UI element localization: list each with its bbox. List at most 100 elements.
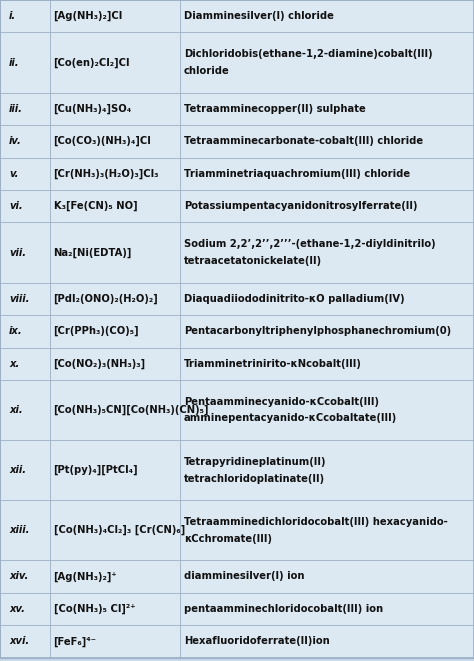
Bar xyxy=(0,223,50,282)
Bar xyxy=(50,93,180,125)
Bar xyxy=(180,380,474,440)
Text: chloride: chloride xyxy=(184,66,230,76)
Bar xyxy=(50,190,180,223)
Text: v.: v. xyxy=(9,169,18,178)
Bar xyxy=(180,223,474,282)
Text: [Ag(NH₃)₂]Cl: [Ag(NH₃)₂]Cl xyxy=(54,11,123,21)
Bar xyxy=(50,593,180,625)
Bar xyxy=(50,348,180,380)
Bar xyxy=(50,0,180,32)
Text: xiv.: xiv. xyxy=(9,572,28,582)
Text: xiii.: xiii. xyxy=(9,525,29,535)
Text: i.: i. xyxy=(9,11,16,21)
Text: [PdI₂(ONO)₂(H₂O)₂]: [PdI₂(ONO)₂(H₂O)₂] xyxy=(54,293,158,304)
Bar xyxy=(0,500,50,561)
Text: Diamminesilver(I) chloride: Diamminesilver(I) chloride xyxy=(184,11,334,21)
Bar xyxy=(50,125,180,157)
Bar xyxy=(180,32,474,93)
Bar xyxy=(50,625,180,658)
Bar xyxy=(0,157,50,190)
Text: xii.: xii. xyxy=(9,465,26,475)
Bar xyxy=(180,625,474,658)
Bar xyxy=(180,593,474,625)
Text: κCchromate(III): κCchromate(III) xyxy=(184,533,272,543)
Bar xyxy=(0,282,50,315)
Bar xyxy=(0,440,50,500)
Bar xyxy=(180,561,474,593)
Text: Hexafluoridoferrate(II)ion: Hexafluoridoferrate(II)ion xyxy=(184,637,329,646)
Bar xyxy=(180,190,474,223)
Text: x.: x. xyxy=(9,359,19,369)
Text: viii.: viii. xyxy=(9,293,29,304)
Text: pentaamminechloridocobalt(III) ion: pentaamminechloridocobalt(III) ion xyxy=(184,604,383,614)
Bar xyxy=(0,315,50,348)
Bar xyxy=(50,32,180,93)
Bar xyxy=(180,93,474,125)
Bar xyxy=(180,348,474,380)
Bar xyxy=(180,500,474,561)
Text: tetrachloridoplatinate(II): tetrachloridoplatinate(II) xyxy=(184,473,325,484)
Bar xyxy=(180,125,474,157)
Text: K₃[Fe(CN)₅ NO]: K₃[Fe(CN)₅ NO] xyxy=(54,201,137,212)
Text: iv.: iv. xyxy=(9,136,22,146)
Bar xyxy=(0,190,50,223)
Text: Tetraamminedichloridocobalt(III) hexacyanido-: Tetraamminedichloridocobalt(III) hexacya… xyxy=(184,517,447,527)
Text: vi.: vi. xyxy=(9,201,23,212)
Text: [Co(NH₃)₅CN][Co(NH₃)(CN)₅]: [Co(NH₃)₅CN][Co(NH₃)(CN)₅] xyxy=(54,405,209,415)
Bar xyxy=(0,125,50,157)
Text: [Cr(NH₃)₃(H₂O)₃]Cl₃: [Cr(NH₃)₃(H₂O)₃]Cl₃ xyxy=(54,169,159,179)
Text: [FeF₆]⁴⁻: [FeF₆]⁴⁻ xyxy=(54,637,97,646)
Text: Tetraamminecopper(II) sulphate: Tetraamminecopper(II) sulphate xyxy=(184,104,365,114)
Bar xyxy=(50,440,180,500)
Text: Pentaamminecyanido-κCcobalt(III): Pentaamminecyanido-κCcobalt(III) xyxy=(184,397,379,407)
Text: [Co(NO₂)₃(NH₃)₃]: [Co(NO₂)₃(NH₃)₃] xyxy=(54,359,146,369)
Bar xyxy=(50,223,180,282)
Text: diamminesilver(I) ion: diamminesilver(I) ion xyxy=(184,572,304,582)
Text: vii.: vii. xyxy=(9,247,26,258)
Text: ii.: ii. xyxy=(9,58,19,67)
Text: Na₂[Ni(EDTA)]: Na₂[Ni(EDTA)] xyxy=(54,247,132,258)
Bar xyxy=(180,157,474,190)
Text: [Co(NH₃)₅ Cl]²⁺: [Co(NH₃)₅ Cl]²⁺ xyxy=(54,604,135,614)
Bar xyxy=(0,593,50,625)
Bar xyxy=(0,625,50,658)
Text: [Cu(NH₃)₄]SO₄: [Cu(NH₃)₄]SO₄ xyxy=(54,104,132,114)
Text: Tetrapyridineplatinum(II): Tetrapyridineplatinum(II) xyxy=(184,457,327,467)
Text: Dichloridobis(ethane-1,2-diamine)cobalt(III): Dichloridobis(ethane-1,2-diamine)cobalt(… xyxy=(184,49,433,59)
Bar xyxy=(0,0,50,32)
Bar xyxy=(180,282,474,315)
Text: [Co(CO₃)(NH₃)₄]Cl: [Co(CO₃)(NH₃)₄]Cl xyxy=(54,136,151,147)
Bar xyxy=(50,282,180,315)
Bar xyxy=(50,157,180,190)
Text: [Cr(PPh₃)(CO)₅]: [Cr(PPh₃)(CO)₅] xyxy=(54,326,139,336)
Text: Pentacarbonyltriphenylphosphanechromium(0): Pentacarbonyltriphenylphosphanechromium(… xyxy=(184,327,451,336)
Bar xyxy=(180,0,474,32)
Text: xi.: xi. xyxy=(9,405,23,415)
Text: [Pt(py)₄][PtCl₄]: [Pt(py)₄][PtCl₄] xyxy=(54,465,138,475)
Bar xyxy=(0,93,50,125)
Text: Tetraamminecarbonate­cobalt(III) chloride: Tetraamminecarbonate­cobalt(III) chlorid… xyxy=(184,136,423,146)
Bar xyxy=(0,348,50,380)
Text: xv.: xv. xyxy=(9,604,25,614)
Bar xyxy=(0,561,50,593)
Bar xyxy=(0,380,50,440)
Bar xyxy=(0,32,50,93)
Text: iii.: iii. xyxy=(9,104,23,114)
Text: Triamminetrinirito-κNcobalt(III): Triamminetrinirito-κNcobalt(III) xyxy=(184,359,362,369)
Bar xyxy=(50,500,180,561)
Text: tetraacetatonickelate(II): tetraacetatonickelate(II) xyxy=(184,256,322,266)
Bar xyxy=(50,380,180,440)
Text: [Ag(NH₃)₂]⁺: [Ag(NH₃)₂]⁺ xyxy=(54,571,117,582)
Bar xyxy=(50,561,180,593)
Bar xyxy=(50,315,180,348)
Text: amminepentacyanido-κCcobaltate(III): amminepentacyanido-κCcobaltate(III) xyxy=(184,414,397,424)
Text: xvi.: xvi. xyxy=(9,637,29,646)
Text: [Co(NH₃)₄Cl₂]₃ [Cr(CN)₆]: [Co(NH₃)₄Cl₂]₃ [Cr(CN)₆] xyxy=(54,525,185,535)
Text: ix.: ix. xyxy=(9,327,23,336)
Bar xyxy=(180,315,474,348)
Text: Potassiumpentacyanidonitrosylferrate(II): Potassiumpentacyanidonitrosylferrate(II) xyxy=(184,201,418,212)
Bar xyxy=(180,440,474,500)
Text: Sodium 2,2’,2’’,2’’’-(ethane-1,2-diyldinitrilo): Sodium 2,2’,2’’,2’’’-(ethane-1,2-diyldin… xyxy=(184,239,436,249)
Text: Triamminetriaquachromium(III) chloride: Triamminetriaquachromium(III) chloride xyxy=(184,169,410,178)
Text: Diaquadiiododinitrito-κO palladium(IV): Diaquadiiododinitrito-κO palladium(IV) xyxy=(184,293,404,304)
